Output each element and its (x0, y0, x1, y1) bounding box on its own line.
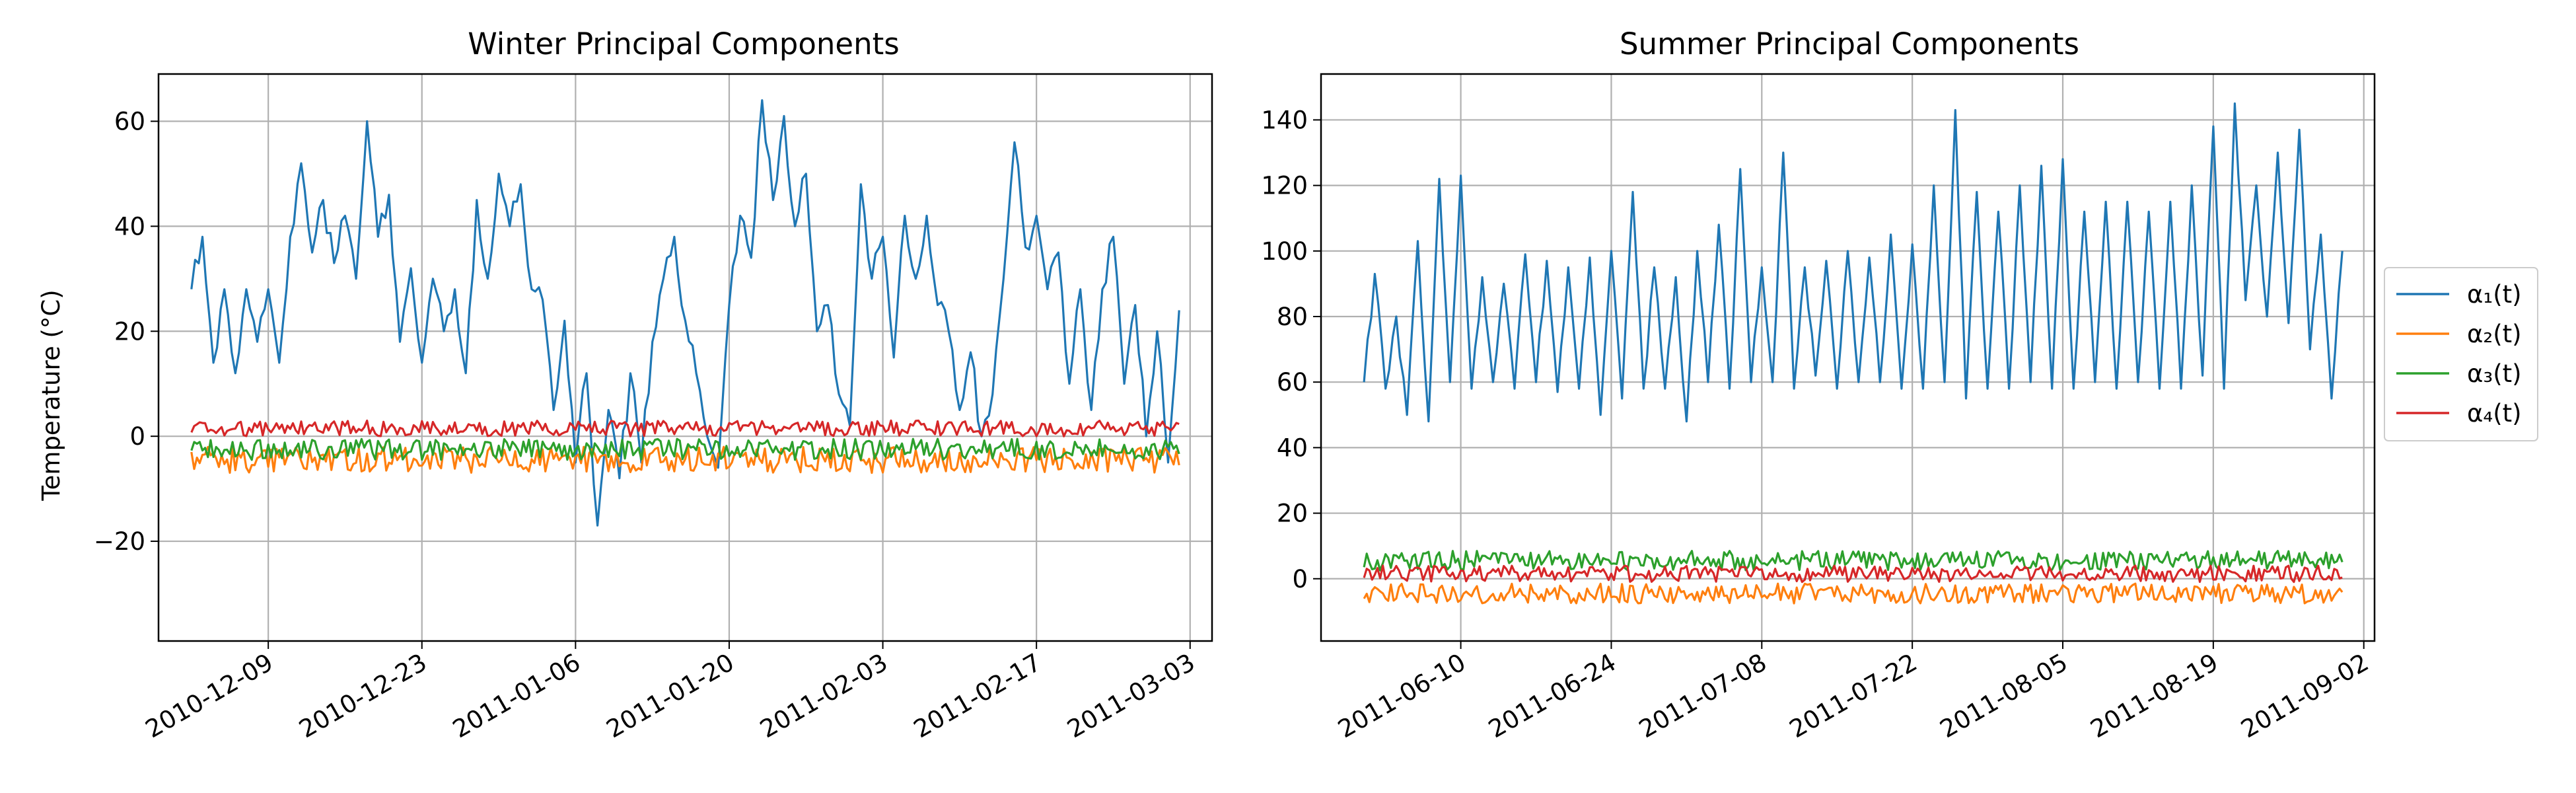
summer-axes-frame (1320, 73, 2376, 642)
winter-series-4-line (190, 419, 1180, 437)
legend-label-2: α₂(t) (2467, 320, 2522, 348)
summer-y-tick-label: 80 (1277, 303, 1308, 331)
summer-y-tick-label: 20 (1277, 500, 1308, 528)
legend-label-4: α₄(t) (2467, 399, 2522, 428)
summer-y-tick-label: 40 (1277, 434, 1308, 462)
legend-label-1: α₁(t) (2467, 280, 2522, 309)
summer-series-4-line (1363, 564, 2343, 584)
winter-x-tick-label: 2010-12-09 (141, 648, 278, 744)
summer-y-tick-label: 60 (1277, 368, 1308, 397)
summer-series-3-line (1363, 550, 2343, 572)
summer-x-tick-label: 2011-07-08 (1634, 648, 1771, 744)
summer-y-tick-label: 0 (1292, 565, 1308, 593)
winter-x-tick-label: 2011-02-03 (755, 648, 892, 744)
summer-y-tick-label: 120 (1261, 172, 1308, 200)
winter-y-tick-label: 60 (114, 108, 145, 136)
legend-box (2384, 267, 2538, 441)
winter-x-tick-label: 2011-02-17 (909, 648, 1046, 744)
summer-x-tick-label: 2011-06-10 (1333, 648, 1470, 744)
winter-series-2-line (190, 445, 1180, 474)
winter-x-tick-label: 2011-01-20 (602, 648, 739, 744)
legend: α₁(t) α₂(t) α₃(t) α₄(t) (2384, 267, 2538, 441)
winter-y-axis-label: Temperature (°C) (37, 289, 65, 501)
summer-series-1-line (1363, 102, 2343, 423)
summer-x-tick-label: 2011-08-19 (2086, 648, 2223, 744)
winter-axes-frame (157, 73, 1213, 642)
winter-chart-title: Winter Principal Components (468, 26, 899, 61)
winter-x-tick-label: 2011-01-06 (448, 648, 585, 744)
winter-y-tick-label: 20 (114, 317, 145, 346)
summer-x-tick-label: 2011-08-05 (1935, 648, 2073, 744)
winter-y-tick-label: −20 (94, 527, 145, 556)
summer-y-tick-label: 140 (1261, 106, 1308, 134)
winter-x-tick-label: 2011-03-03 (1063, 648, 1200, 744)
summer-x-tick-label: 2011-07-22 (1785, 648, 1922, 744)
winter-y-tick-label: 40 (114, 212, 145, 241)
winter-x-tick-label: 2010-12-23 (295, 648, 432, 744)
summer-y-tick-label: 100 (1261, 237, 1308, 266)
summer-series-2-line (1363, 582, 2343, 605)
summer-chart-title: Summer Principal Components (1620, 26, 2079, 61)
winter-y-tick-label: 0 (129, 422, 145, 451)
summer-x-tick-label: 2011-09-02 (2236, 648, 2374, 744)
winter-series-3-line (190, 437, 1180, 461)
summer-x-tick-label: 2011-06-24 (1484, 648, 1621, 744)
winter-chart-panel: Winter Principal Components Temperature … (37, 26, 1213, 744)
summer-chart-panel: Summer Principal Components 2011-06-10 20… (1261, 26, 2376, 744)
legend-label-3: α₃(t) (2467, 359, 2522, 388)
winter-series-1-line (190, 99, 1180, 527)
